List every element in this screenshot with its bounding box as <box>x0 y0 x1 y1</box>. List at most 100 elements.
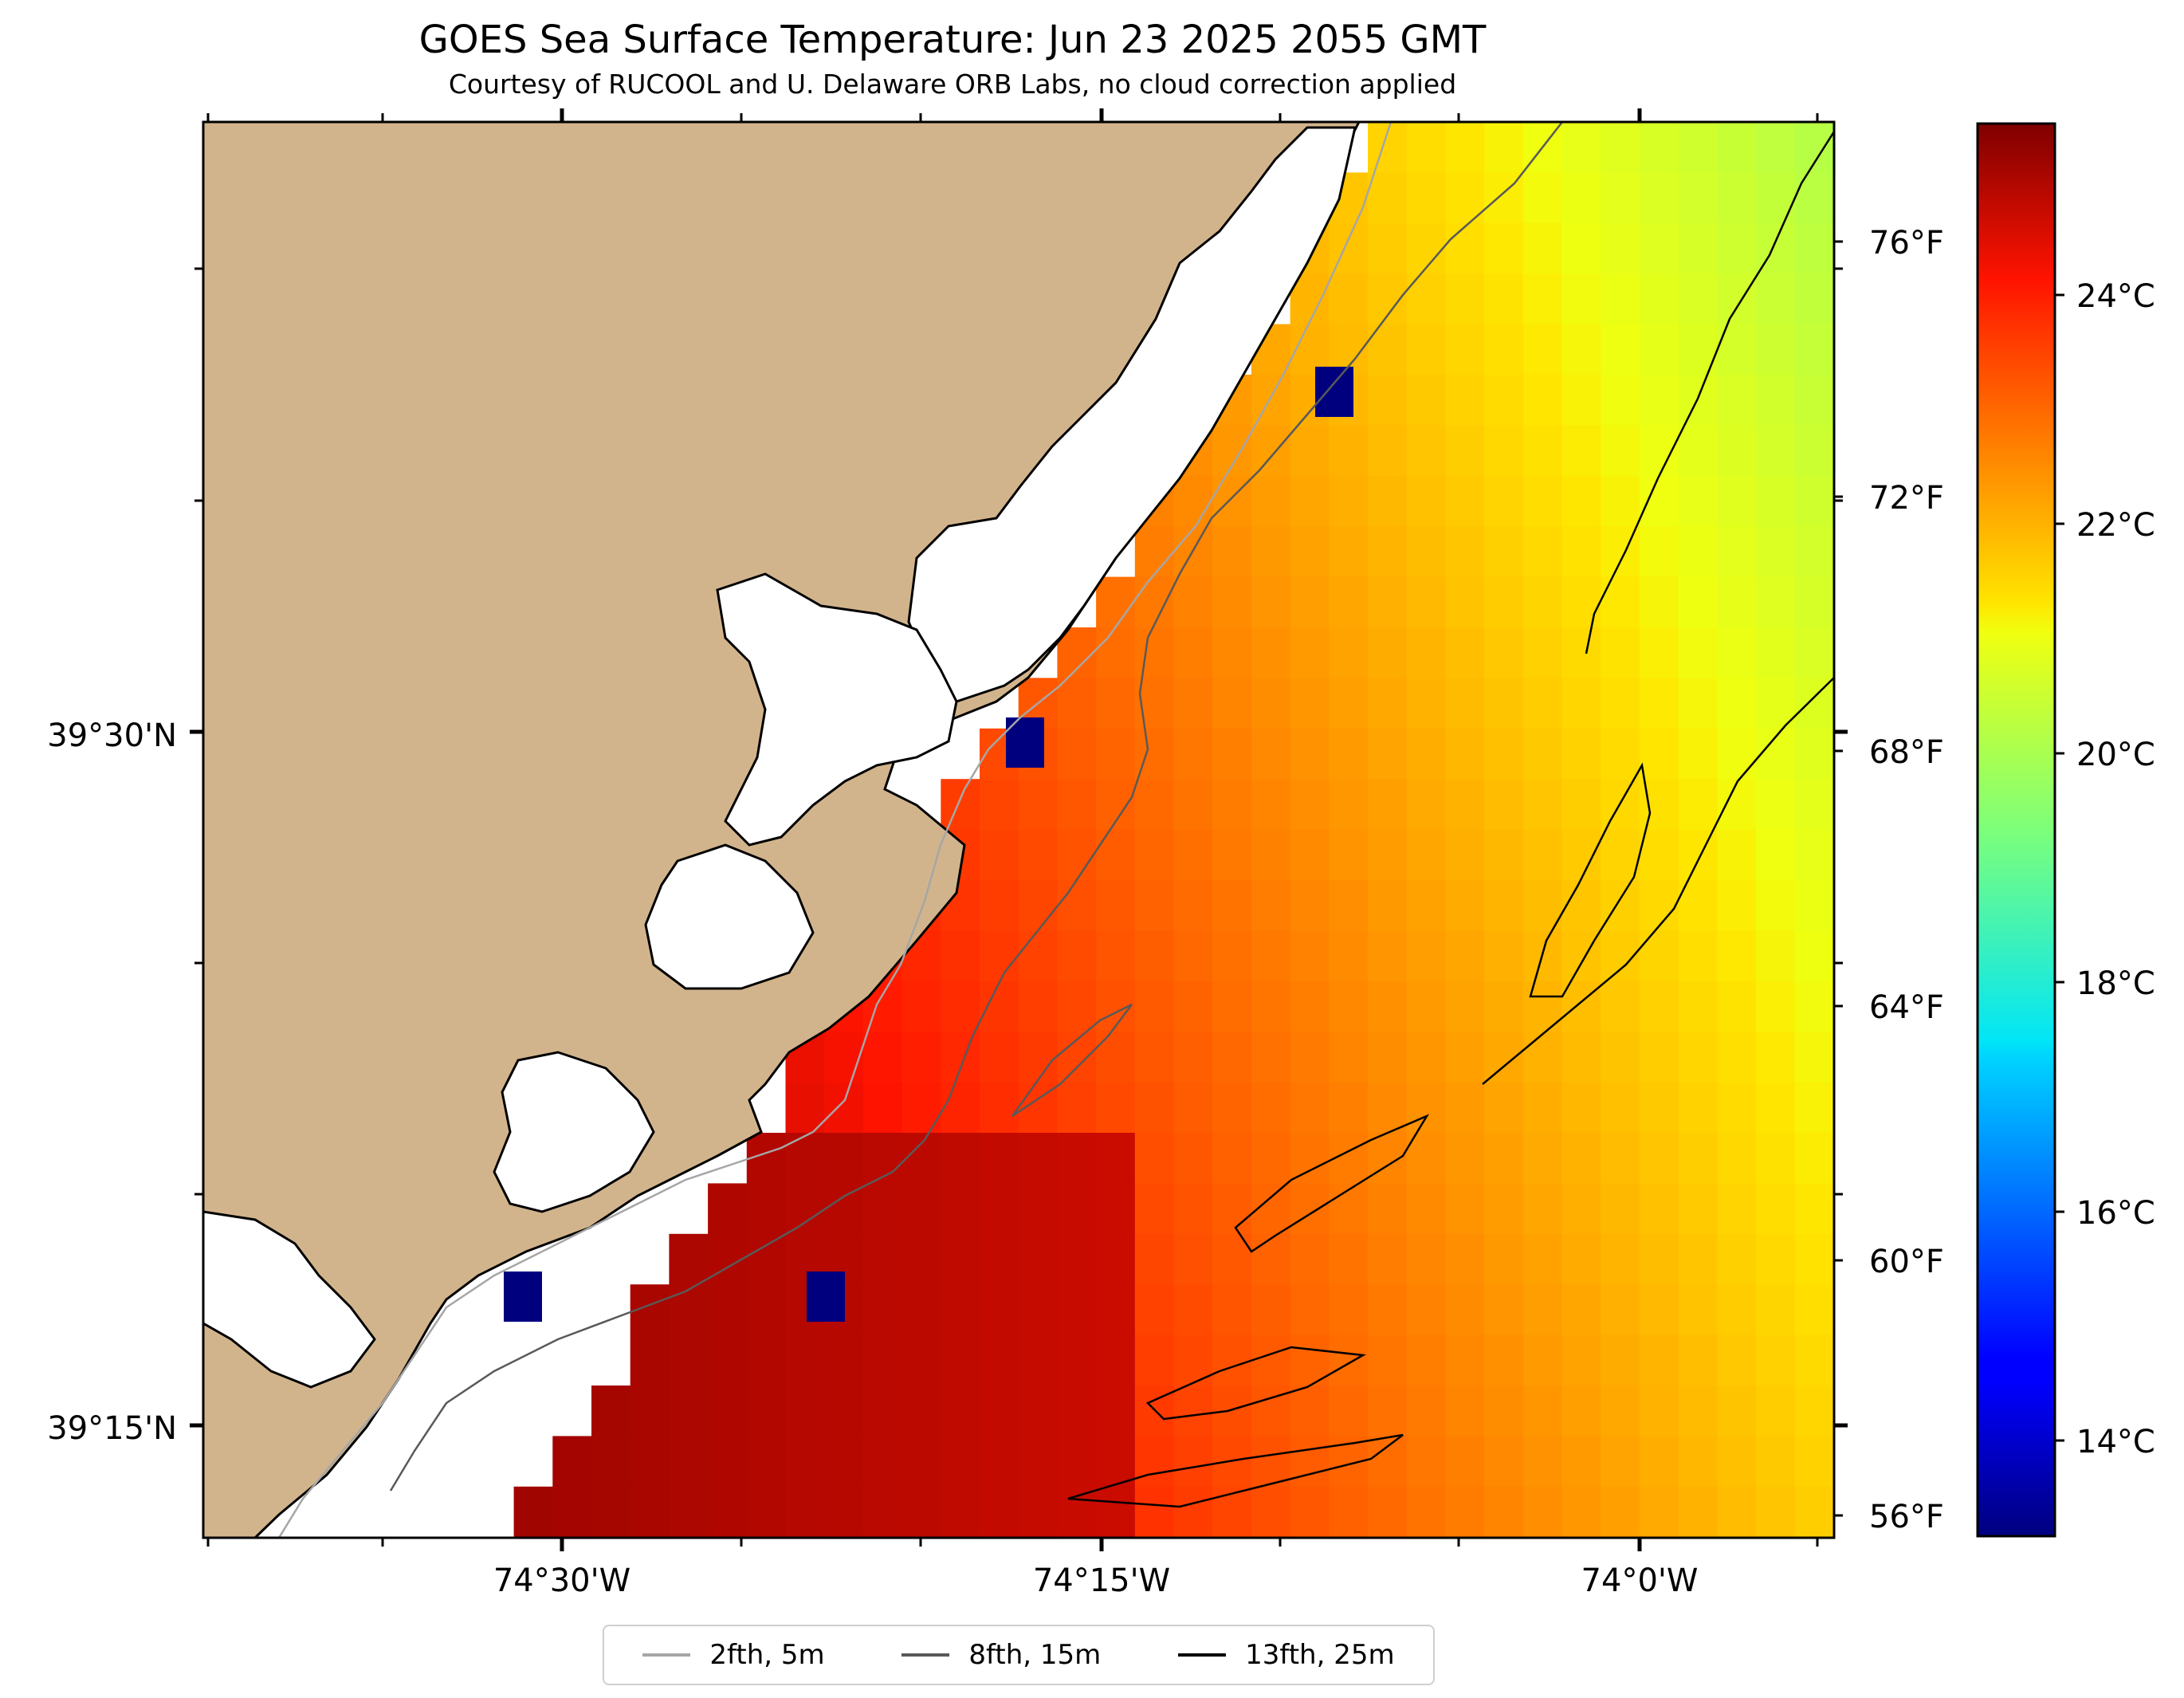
sst-cell <box>1018 1133 1058 1184</box>
sst-cell <box>1018 1386 1058 1437</box>
sst-cell <box>1173 1436 1213 1488</box>
sst-cell <box>1756 627 1796 678</box>
sst-cell <box>1756 172 1796 224</box>
sst-cell <box>1794 1183 1834 1235</box>
legend-label: 2fth, 5m <box>709 1639 825 1671</box>
sst-cell <box>1639 425 1679 477</box>
sst-cell <box>1522 375 1563 426</box>
sst-cell <box>1251 779 1291 831</box>
sst-cell <box>862 1183 903 1235</box>
sst-cell <box>1173 576 1213 628</box>
sst-cell <box>1134 1183 1175 1235</box>
sst-cell <box>1329 1386 1369 1437</box>
sst-cell <box>1212 526 1252 578</box>
sst-cell <box>1406 627 1446 678</box>
sst-cell <box>1522 273 1563 325</box>
sst-cell <box>1717 779 1757 831</box>
sst-cell <box>1368 627 1408 678</box>
sst-cell <box>1290 1436 1330 1488</box>
sst-cell <box>1329 576 1369 628</box>
sst-cell <box>1756 122 1796 173</box>
sst-cell <box>1601 678 1640 729</box>
sst-cell <box>1484 1436 1524 1488</box>
sst-cell <box>1561 172 1601 224</box>
sst-cell <box>1639 981 1679 1032</box>
sst-cell <box>1251 1486 1291 1538</box>
sst-cell <box>1057 930 1097 982</box>
sst-cell <box>1406 526 1446 578</box>
sst-cell <box>1406 324 1446 375</box>
sst-cell <box>941 1032 980 1083</box>
sst-cell <box>1639 475 1679 527</box>
sst-cell <box>1561 576 1601 628</box>
sst-cell <box>1678 1183 1718 1235</box>
sst-cell <box>1717 1486 1757 1538</box>
sst-cell <box>1406 1334 1446 1386</box>
sst-cell <box>1018 880 1058 931</box>
sst-cell <box>785 1486 825 1538</box>
sst-cell <box>1561 425 1601 477</box>
sst-cell <box>1601 222 1640 274</box>
sst-cell <box>824 1082 864 1134</box>
legend-swatch <box>901 1653 950 1657</box>
sst-cell <box>1794 324 1834 375</box>
legend-item-13fth: 13fth, 25m <box>1178 1639 1395 1671</box>
sst-cell <box>1794 475 1834 527</box>
sst-cell <box>1522 1334 1563 1386</box>
celsius-label: 20°C <box>2076 737 2155 773</box>
sst-cell <box>1290 728 1330 780</box>
sst-cell <box>1601 1233 1640 1285</box>
map-frame <box>202 120 1836 1539</box>
sst-cell <box>1368 1334 1408 1386</box>
sst-cell <box>1212 930 1252 982</box>
sst-cell <box>1134 1233 1175 1285</box>
legend-label: 13fth, 25m <box>1245 1639 1395 1671</box>
sst-cell <box>1484 728 1524 780</box>
sst-cell <box>1522 829 1563 881</box>
sst-cell <box>1445 1133 1485 1184</box>
sst-cell <box>1678 475 1718 527</box>
sst-cell <box>1173 1082 1213 1134</box>
sst-cell <box>1212 1133 1252 1184</box>
sst-cell <box>1096 930 1136 982</box>
sst-cell <box>901 1386 941 1437</box>
sst-cell <box>1717 122 1757 173</box>
sst-cell <box>1484 425 1524 477</box>
sst-cell <box>1173 728 1213 780</box>
sst-cell <box>862 1082 903 1134</box>
fahrenheit-label: 72°F <box>1869 480 1944 517</box>
axis-ticks <box>190 108 1848 1551</box>
sst-cell <box>941 1183 980 1235</box>
sst-cell <box>1173 1284 1213 1336</box>
sst-cell <box>980 1436 1019 1488</box>
sst-cell <box>1329 475 1369 527</box>
legend-label: 8fth, 15m <box>968 1639 1102 1671</box>
sst-cell <box>1445 526 1485 578</box>
sst-cell <box>1057 1486 1097 1538</box>
sst-cell <box>1522 1233 1563 1285</box>
sst-cell <box>1794 576 1834 628</box>
sst-cell <box>1484 1486 1524 1538</box>
sst-cell <box>1018 1233 1058 1285</box>
sst-cell <box>1212 829 1252 881</box>
sst-cell <box>1329 526 1369 578</box>
sst-cell <box>1329 627 1369 678</box>
sst-cell <box>1212 1386 1252 1437</box>
sst-cell <box>980 1133 1019 1184</box>
sst-cell <box>1406 779 1446 831</box>
sst-cell <box>1756 1183 1796 1235</box>
sst-cell <box>1601 1183 1640 1235</box>
sst-cell <box>1601 273 1640 325</box>
sst-cell <box>1639 526 1679 578</box>
sst-cell <box>1717 172 1757 224</box>
sst-cell <box>1756 1082 1796 1134</box>
sst-cell <box>1329 1082 1369 1134</box>
sst-cell <box>1639 122 1679 173</box>
sst-cell <box>1290 526 1330 578</box>
sst-cell <box>1756 981 1796 1032</box>
sst-cell <box>980 1233 1019 1285</box>
sst-cell <box>1212 678 1252 729</box>
sst-cell <box>1445 981 1485 1032</box>
sst-cell <box>1212 728 1252 780</box>
sst-cell <box>1484 475 1524 527</box>
